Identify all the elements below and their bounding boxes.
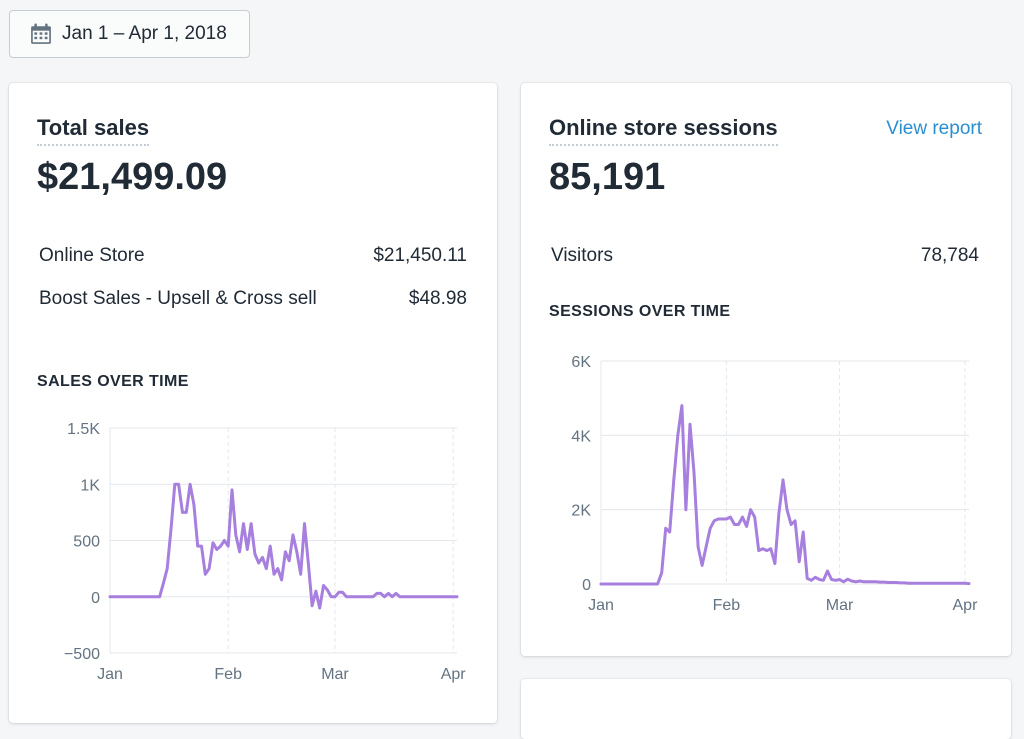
- y-tick-label: 1K: [80, 477, 100, 494]
- series-line: [108, 482, 459, 610]
- next-card: [521, 679, 1011, 739]
- boost-sales-value: $48.98: [408, 288, 467, 309]
- y-tick-label: 6K: [571, 354, 591, 371]
- date-range-label: Jan 1 – Apr 1, 2018: [62, 23, 227, 44]
- sessions-over-time-chart: 6K 4K 2K 0 Jan Feb Mar Apr: [571, 354, 979, 614]
- sales-over-time-chart: 1.5K 1K 500 0 −500 Jan Feb Mar Apr: [64, 421, 467, 683]
- online-store-value: $21,450.11: [373, 245, 467, 266]
- visitors-value: 78,784: [920, 245, 979, 266]
- x-tick-label: Mar: [826, 597, 854, 614]
- date-range-button[interactable]: Jan 1 – Apr 1, 2018: [9, 10, 250, 58]
- view-report-link[interactable]: View report: [886, 118, 982, 139]
- x-tick-label: Apr: [441, 666, 467, 683]
- x-tick-label: Apr: [953, 597, 979, 614]
- y-tick-label: 4K: [571, 428, 591, 445]
- calendar-icon: [31, 23, 51, 44]
- y-tick-label: 1.5K: [67, 421, 100, 438]
- y-tick-label: −500: [64, 646, 100, 663]
- total-sales-card: Total sales $21,499.09 Online Store $21,…: [9, 83, 497, 723]
- x-tick-label: Jan: [588, 597, 614, 614]
- y-tick-label: 0: [91, 590, 100, 607]
- series-line: [599, 404, 971, 586]
- y-tick-label: 500: [73, 534, 100, 551]
- x-tick-label: Feb: [713, 597, 741, 614]
- visitors-label: Visitors: [551, 245, 613, 266]
- x-tick-label: Mar: [321, 666, 349, 683]
- sales-chart-label: SALES OVER TIME: [37, 373, 189, 390]
- total-sales-title[interactable]: Total sales: [37, 115, 150, 146]
- total-sales-value: $21,499.09: [37, 156, 228, 198]
- sessions-title[interactable]: Online store sessions: [549, 115, 778, 146]
- online-store-label: Online Store: [39, 245, 145, 266]
- x-tick-label: Jan: [97, 666, 123, 683]
- x-tick-label: Feb: [214, 666, 242, 683]
- boost-sales-label: Boost Sales - Upsell & Cross sell: [39, 288, 317, 309]
- sessions-value: 85,191: [549, 156, 666, 198]
- y-tick-label: 0: [582, 577, 591, 594]
- sessions-chart-label: SESSIONS OVER TIME: [549, 303, 731, 320]
- y-tick-label: 2K: [571, 503, 591, 520]
- sessions-card: Online store sessions View report 85,191…: [521, 83, 1011, 656]
